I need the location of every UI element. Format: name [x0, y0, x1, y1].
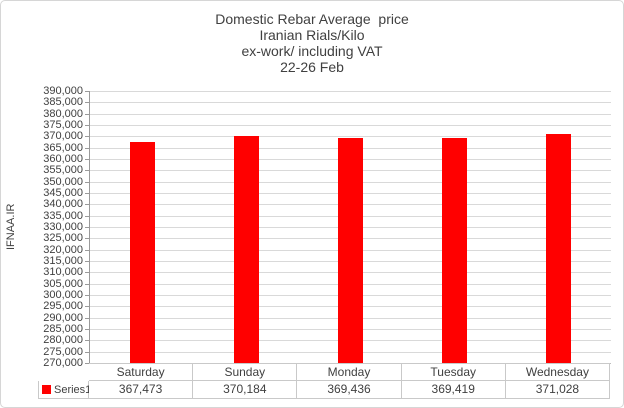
y-axis-tick-label: 315,000 [43, 255, 83, 267]
chart-title-line-3: ex-work/ including VAT [241, 43, 383, 59]
y-axis-tick-label: 305,000 [43, 277, 83, 290]
y-axis-tick-label: 285,000 [43, 323, 83, 335]
y-axis-tick-label: 270,000 [43, 357, 83, 369]
table-value-cell: 367,473 [89, 381, 194, 399]
gridline [90, 113, 611, 115]
gridline [90, 91, 611, 92]
y-axis-tick [85, 204, 89, 206]
gridline [90, 125, 611, 126]
y-axis-tick [85, 159, 89, 160]
table-category-row: Saturday Sunday Monday Tuesday Wednesday [89, 363, 611, 381]
bar-saturday [129, 142, 155, 363]
y-axis-tick [85, 170, 89, 172]
y-axis-tick [85, 113, 89, 115]
y-axis-tick-label: 340,000 [43, 198, 83, 211]
table-value-cell: 369,436 [297, 381, 402, 399]
y-axis-tick-label: 385,000 [43, 96, 83, 109]
y-axis-tick-label: 335,000 [43, 209, 83, 222]
chart-title-line-4: 22-26 Feb [280, 59, 344, 75]
table-category-cell: Wednesday [505, 363, 611, 381]
bar-wednesday [546, 134, 572, 363]
y-axis-tick [85, 317, 89, 319]
y-axis-tick [85, 306, 89, 308]
y-axis-tick-label: 300,000 [43, 289, 83, 301]
chart-title-line-2: Iranian Rials/Kilo [259, 27, 365, 43]
y-axis-tick [85, 181, 89, 183]
table-value-cell: 369,419 [401, 381, 506, 399]
y-axis-tick [85, 340, 89, 342]
series-name: Series1 [54, 383, 92, 396]
gridline [90, 102, 611, 104]
legend-cell: Series1 [38, 381, 92, 399]
bar-monday [338, 137, 363, 363]
chart-title: Domestic Rebar Average price Iranian Ria… [1, 11, 623, 75]
table-value-cell: 371,028 [505, 381, 611, 399]
y-axis-tick [85, 261, 89, 262]
bar-sunday [233, 135, 259, 363]
y-axis-tick-label: 330,000 [43, 221, 83, 233]
y-axis-tick-label: 325,000 [43, 232, 83, 245]
y-axis-tick [85, 136, 89, 138]
y-axis-tick-label: 275,000 [43, 345, 83, 358]
y-axis-tick [85, 295, 89, 296]
y-axis-tick [85, 249, 89, 251]
legend-swatch-icon [42, 385, 51, 394]
y-axis-tick [85, 238, 89, 240]
y-axis-tick-label: 380,000 [43, 107, 83, 120]
y-axis-tick [85, 102, 89, 104]
y-axis-tick-label: 355,000 [43, 164, 83, 177]
y-axis-tick-label: 375,000 [43, 119, 83, 131]
plot-area [89, 91, 611, 364]
y-axis-tick-label: 290,000 [43, 311, 83, 324]
table-category-cell: Tuesday [401, 363, 506, 381]
y-axis-tick [85, 329, 89, 330]
y-axis-tick-label: 295,000 [43, 300, 83, 313]
table-category-cell: Sunday [193, 363, 298, 381]
y-axis-tick [85, 193, 89, 194]
chart-title-line-1: Domestic Rebar Average price [215, 11, 409, 27]
table-category-cell: Saturday [89, 363, 194, 381]
table-value-row: Series1 367,473 370,184 369,436 369,419 371,… [38, 381, 611, 399]
y-axis-tick-label: 345,000 [43, 187, 83, 199]
y-axis-tick [85, 272, 89, 274]
gridline [90, 136, 611, 138]
y-axis-tick [85, 351, 89, 353]
y-axis-tick-label: 390,000 [43, 85, 83, 97]
y-axis-tick-label: 310,000 [43, 266, 83, 279]
y-axis-tick-label: 320,000 [43, 243, 83, 256]
y-axis-tick-label: 280,000 [43, 334, 83, 347]
y-axis-tick [85, 125, 89, 126]
y-axis-tick-label: 350,000 [43, 175, 83, 188]
y-axis-tick [85, 215, 89, 217]
bar-tuesday [442, 137, 468, 363]
y-axis-tick-label: 360,000 [43, 153, 83, 165]
y-axis-tick [85, 283, 89, 285]
y-axis-tick-label: 365,000 [43, 141, 83, 154]
y-axis-tick-label: 370,000 [43, 130, 83, 143]
y-axis-tick [85, 227, 89, 228]
y-axis-tick [85, 363, 89, 364]
y-axis-tick [85, 147, 89, 149]
table-category-cell: Monday [297, 363, 402, 381]
y-axis-tick [85, 91, 89, 92]
table-value-cell: 370,184 [193, 381, 298, 399]
